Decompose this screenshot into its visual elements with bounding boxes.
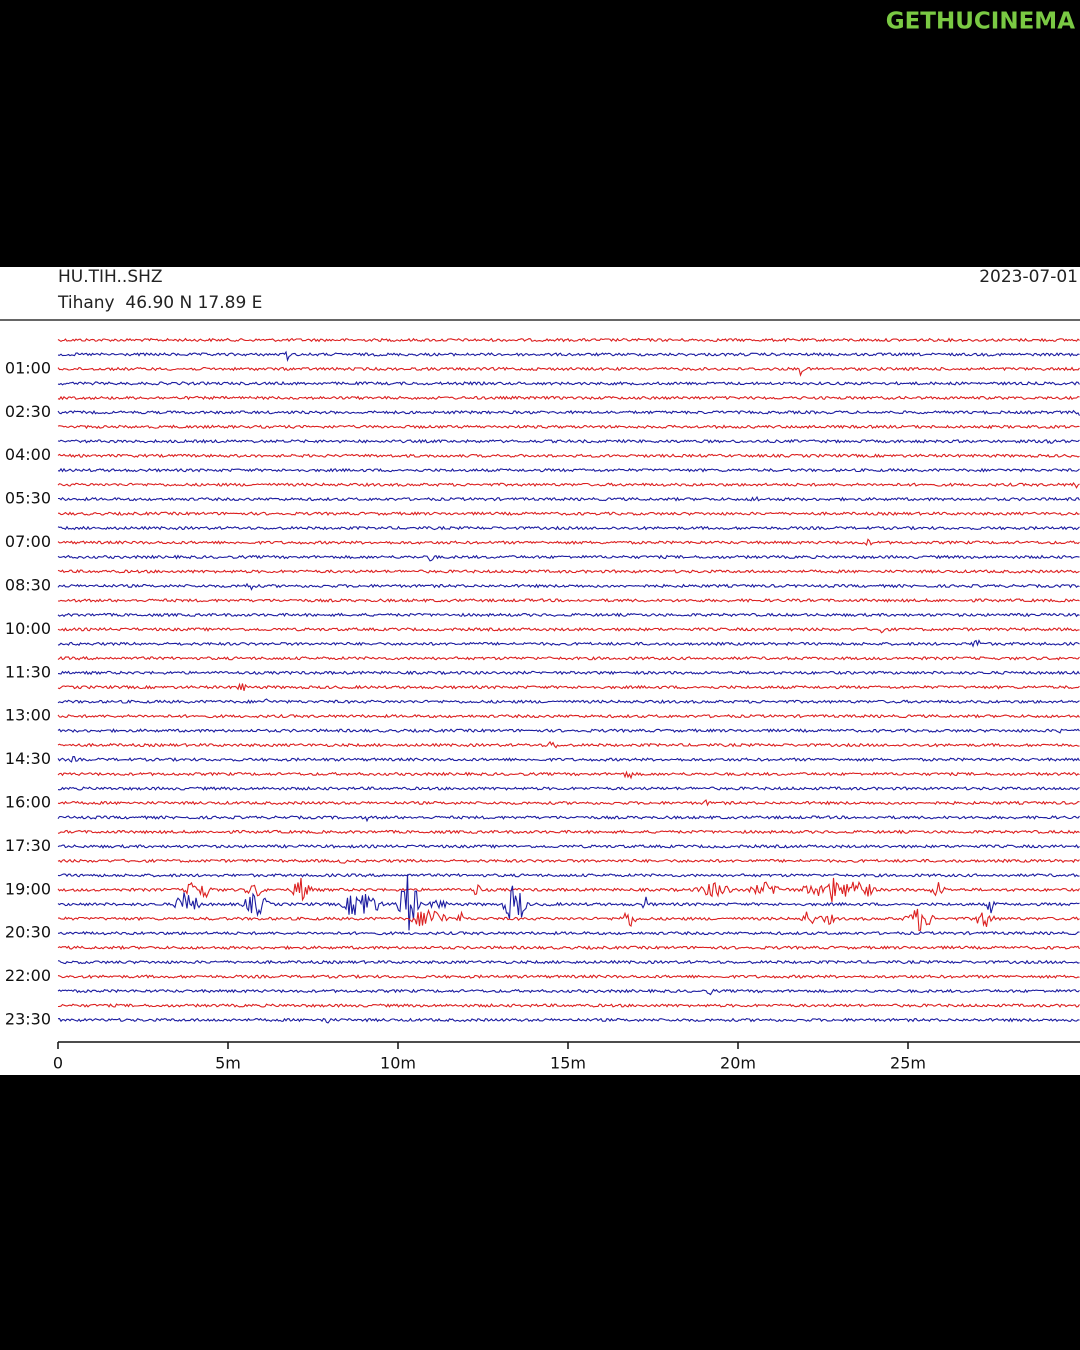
trace	[57, 538, 1080, 547]
trace	[57, 874, 1080, 931]
y-tick-label: 13:00	[5, 706, 51, 725]
chart-panel	[0, 267, 1080, 1075]
y-tick-label: 11:30	[5, 662, 51, 681]
watermark: GETHUCINEMA	[886, 9, 1075, 35]
trace	[57, 511, 1080, 517]
trace	[57, 974, 1080, 980]
trace	[57, 612, 1080, 618]
trace	[57, 698, 1080, 705]
trace	[57, 843, 1080, 849]
trace	[57, 467, 1080, 473]
trace	[57, 1003, 1080, 1008]
trace	[57, 366, 1080, 377]
trace	[57, 582, 1080, 591]
trace	[57, 829, 1080, 835]
trace	[57, 395, 1080, 401]
trace	[57, 713, 1080, 719]
trace	[58, 495, 1080, 502]
y-tick-label: 05:30	[5, 489, 51, 508]
trace	[57, 626, 1080, 634]
trace	[57, 350, 1080, 363]
y-tick-label: 04:00	[5, 445, 51, 464]
y-tick-label: 20:30	[5, 923, 51, 942]
y-tick-label: 23:30	[5, 1010, 51, 1029]
y-tick-label: 22:00	[5, 966, 51, 985]
trace	[57, 858, 1080, 864]
trace	[57, 959, 1080, 965]
y-tick-label: 19:00	[5, 879, 51, 898]
trace	[58, 908, 1080, 932]
station-title: HU.TIH..SHZ	[58, 267, 163, 287]
x-tick-label: 5m	[215, 1054, 241, 1073]
x-tick-label: 15m	[550, 1054, 586, 1073]
y-tick-label: 14:30	[5, 749, 51, 768]
trace	[57, 424, 1080, 430]
y-tick-label: 07:00	[5, 532, 51, 551]
trace	[57, 670, 1080, 676]
y-tick-label: 01:00	[5, 358, 51, 377]
trace	[57, 554, 1080, 562]
x-tick-label: 0	[53, 1054, 63, 1073]
trace	[57, 639, 1080, 648]
trace	[57, 598, 1080, 603]
x-tick-label: 25m	[890, 1054, 926, 1073]
trace	[57, 740, 1080, 749]
trace	[57, 438, 1080, 445]
trace	[57, 756, 1080, 763]
trace	[57, 728, 1080, 734]
y-tick-label: 02:30	[5, 402, 51, 421]
trace	[57, 786, 1080, 791]
trace	[57, 337, 1080, 343]
y-tick-label: 08:30	[5, 575, 51, 594]
trace	[57, 1017, 1080, 1024]
y-tick-label: 17:30	[5, 836, 51, 855]
trace	[57, 799, 1080, 807]
trace	[57, 453, 1080, 459]
trace	[57, 380, 1080, 386]
trace	[57, 770, 1080, 780]
trace	[57, 525, 1080, 531]
y-tick-label: 10:00	[5, 619, 51, 638]
trace	[57, 655, 1080, 661]
trace	[57, 682, 1080, 691]
trace	[57, 569, 1080, 574]
trace	[57, 482, 1080, 489]
trace	[57, 988, 1080, 996]
x-tick-label: 10m	[380, 1054, 416, 1073]
date-label: 2023-07-01	[979, 267, 1078, 287]
station-location: Tihany 46.90 N 17.89 E	[57, 293, 262, 313]
trace	[57, 877, 1080, 903]
trace	[57, 930, 1080, 936]
trace	[57, 945, 1080, 951]
trace	[57, 409, 1080, 416]
x-tick-label: 20m	[720, 1054, 756, 1073]
trace	[57, 815, 1080, 823]
trace	[57, 872, 1080, 878]
y-tick-label: 16:00	[5, 792, 51, 811]
